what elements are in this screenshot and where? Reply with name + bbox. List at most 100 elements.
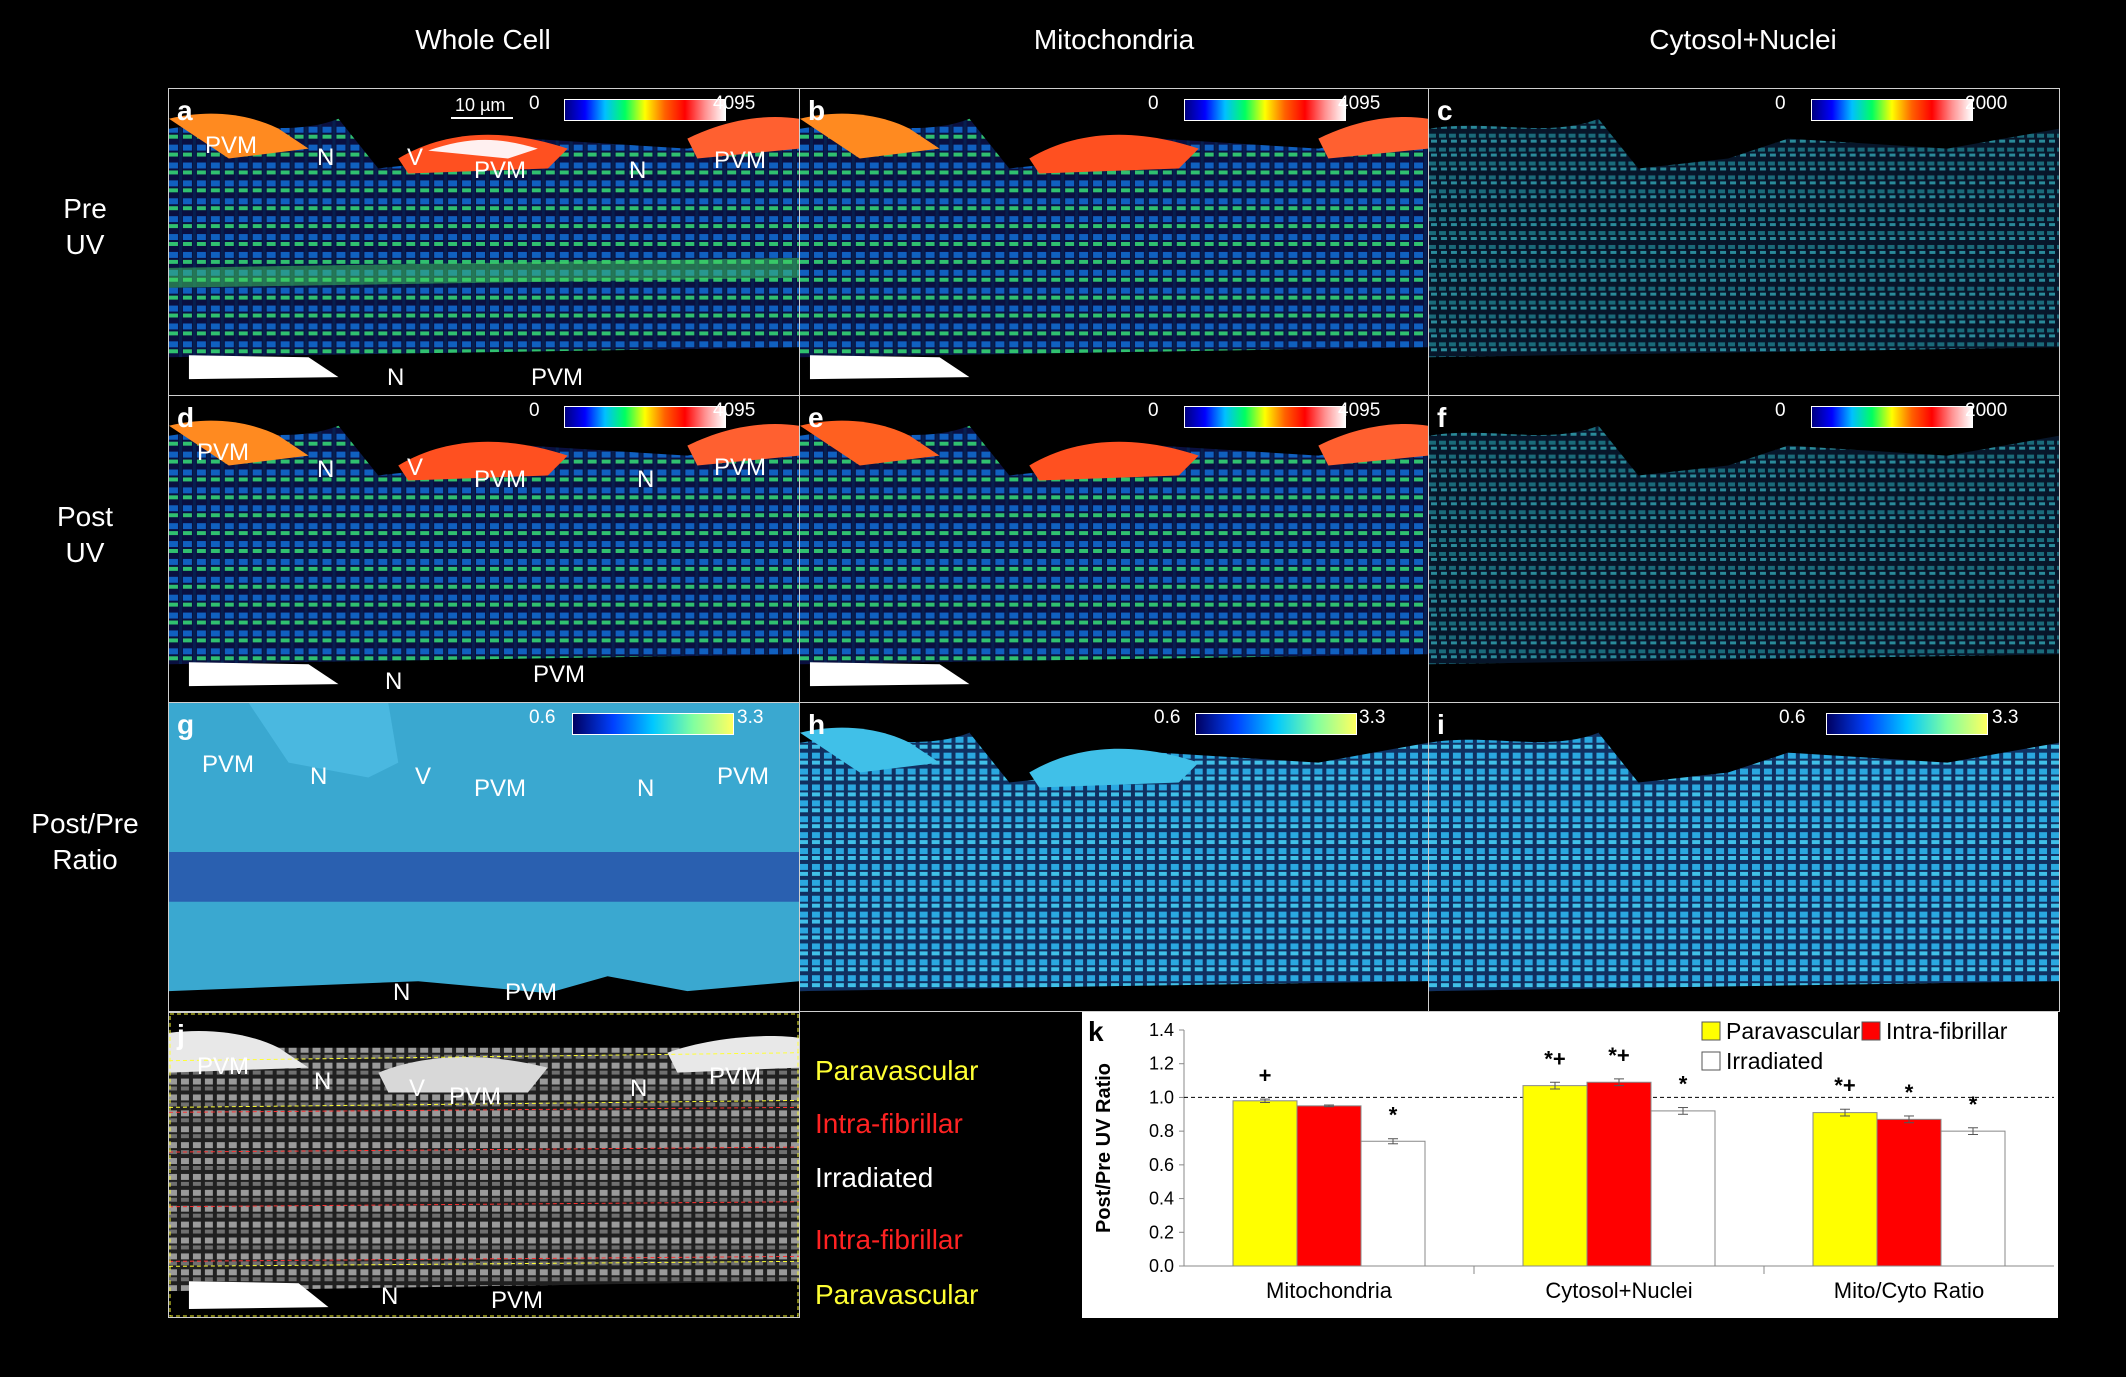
colorbar-min: 0 — [1148, 400, 1159, 421]
label-pvm: PVM — [474, 775, 527, 802]
significance-mark: * — [1389, 1103, 1398, 1128]
colorbar — [1184, 406, 1346, 428]
colorbar-min: 0 — [529, 400, 540, 421]
colorbar — [1811, 99, 1973, 121]
colorbar-min: 0 — [1775, 93, 1786, 114]
panel-e-image — [800, 396, 1428, 702]
label-pvm: PVM — [205, 132, 258, 159]
scale-bar-label: 10 µm — [455, 95, 506, 115]
significance-mark: *+ — [1834, 1073, 1855, 1098]
label-pvm: PVM — [714, 454, 767, 481]
label-n: N — [317, 144, 335, 171]
panel-b-mito-pre: b 0 4095 — [799, 88, 1429, 396]
label-v: V — [407, 454, 424, 481]
bar-irradiated — [1360, 1140, 1426, 1267]
panel-label-i: i — [1437, 709, 1445, 740]
panel-b-image — [800, 89, 1428, 395]
legend-swatch — [1701, 1021, 1721, 1041]
panel-label-h: h — [808, 709, 826, 740]
colorbar-max: 4095 — [713, 93, 756, 114]
col-title-cytosol: Cytosol+Nuclei — [1649, 24, 1837, 55]
panel-i-image — [1429, 703, 2059, 1011]
legend-label: Intra-fibrillar — [1886, 1018, 2008, 1044]
bar-paravascular — [1812, 1112, 1878, 1267]
colorbar — [564, 406, 726, 428]
label-n: N — [385, 668, 403, 695]
bar-irradiated — [1650, 1110, 1716, 1267]
label-pvm: PVM — [531, 364, 584, 391]
legend-swatch — [1701, 1051, 1721, 1071]
row-title-post-1: Post — [56, 501, 114, 532]
x-tick-label: Mitochondria — [1266, 1278, 1393, 1303]
colorbar-max: 4095 — [1338, 400, 1381, 421]
colorbar-max: 3.3 — [1992, 707, 2019, 728]
col-title-mitochondria: Mitochondria — [1033, 24, 1195, 55]
row-title-ratio-2: Ratio — [52, 844, 118, 875]
bar-irradiated — [1940, 1130, 2006, 1267]
row-title-pre-1: Pre — [63, 193, 107, 224]
significance-mark: * — [1905, 1080, 1914, 1105]
colorbar — [1184, 99, 1346, 121]
label-v: V — [409, 1075, 426, 1102]
colorbar-min: 0 — [1148, 93, 1159, 114]
panel-c-cyto-pre: c 0 2000 — [1428, 88, 2060, 396]
bar-paravascular — [1522, 1085, 1588, 1267]
panel-j-regions: j PVM N V PVM N PVM N PVM — [168, 1012, 800, 1318]
x-tick-label: Cytosol+Nuclei — [1545, 1278, 1692, 1303]
panel-e-mito-post: e 0 4095 — [799, 395, 1429, 703]
colorbar — [1811, 406, 1973, 428]
label-n: N — [310, 763, 328, 790]
panel-d-image — [169, 396, 799, 702]
significance-mark: * — [1969, 1092, 1978, 1117]
region-irradiated: Irradiated — [815, 1162, 934, 1193]
label-pvm: PVM — [491, 1287, 544, 1314]
label-n: N — [629, 157, 647, 184]
y-tick-label: 0.4 — [1149, 1189, 1174, 1209]
label-n: N — [314, 1068, 332, 1095]
colorbar — [1195, 713, 1357, 735]
colorbar-max: 2000 — [1965, 93, 2008, 114]
label-pvm: PVM — [197, 439, 250, 466]
panel-label-g: g — [177, 709, 195, 740]
panel-h-image — [800, 703, 1428, 1011]
panel-g-image — [169, 703, 799, 1011]
colorbar-min: 0.6 — [1779, 707, 1806, 728]
colorbar-min: 0 — [1775, 400, 1786, 421]
row-title-pre-2: UV — [65, 229, 105, 260]
bar-paravascular — [1232, 1100, 1298, 1267]
row-title-ratio-1: Post/Pre — [31, 808, 139, 839]
panel-label-c: c — [1437, 95, 1453, 126]
panel-label-f: f — [1437, 402, 1447, 433]
label-n: N — [637, 775, 655, 802]
colorbar-max: 4095 — [713, 400, 756, 421]
panel-label-a: a — [177, 95, 193, 126]
label-pvm: PVM — [449, 1083, 502, 1110]
label-n: N — [387, 364, 405, 391]
colorbar — [1826, 713, 1988, 735]
label-pvm: PVM — [533, 661, 586, 688]
label-n: N — [630, 1075, 648, 1102]
region-intrafibrillar-bottom: Intra-fibrillar — [815, 1224, 963, 1255]
bar-chart: 0.0 0.2 0.4 0.6 0.8 1.0 1.2 1.4 Post/Pre UV Rati… — [1093, 1018, 2054, 1303]
bar-intra-fibrillar — [1876, 1118, 1942, 1267]
legend-label: Paravascular — [1726, 1018, 1861, 1044]
row-title-post: Post UV — [0, 499, 170, 571]
panel-label-e: e — [808, 402, 824, 433]
y-tick-label: 0.6 — [1149, 1155, 1174, 1175]
y-tick-label: 0.0 — [1149, 1256, 1174, 1276]
panel-label-b: b — [808, 95, 826, 126]
panel-label-d: d — [177, 402, 195, 433]
panel-a-image — [169, 89, 799, 395]
panel-f-image — [1429, 396, 2059, 702]
significance-mark: *+ — [1544, 1046, 1565, 1071]
bar-intra-fibrillar — [1296, 1105, 1362, 1267]
y-tick-label: 0.8 — [1149, 1121, 1174, 1141]
panel-a-whole-cell-pre: a PVM N V PVM N PVM N PVM 10 µm 0 4095 — [168, 88, 800, 396]
colorbar-max: 4095 — [1338, 93, 1381, 114]
panel-g-whole-cell-ratio: g PVM N V PVM N PVM N PVM 0.6 3.3 — [168, 702, 800, 1012]
colorbar-min: 0.6 — [529, 707, 556, 728]
panel-i-cyto-ratio: i 0.6 3.3 — [1428, 702, 2060, 1012]
label-pvm: PVM — [197, 1053, 250, 1080]
panel-f-cyto-post: f 0 2000 — [1428, 395, 2060, 703]
row-title-ratio: Post/Pre Ratio — [0, 806, 170, 878]
